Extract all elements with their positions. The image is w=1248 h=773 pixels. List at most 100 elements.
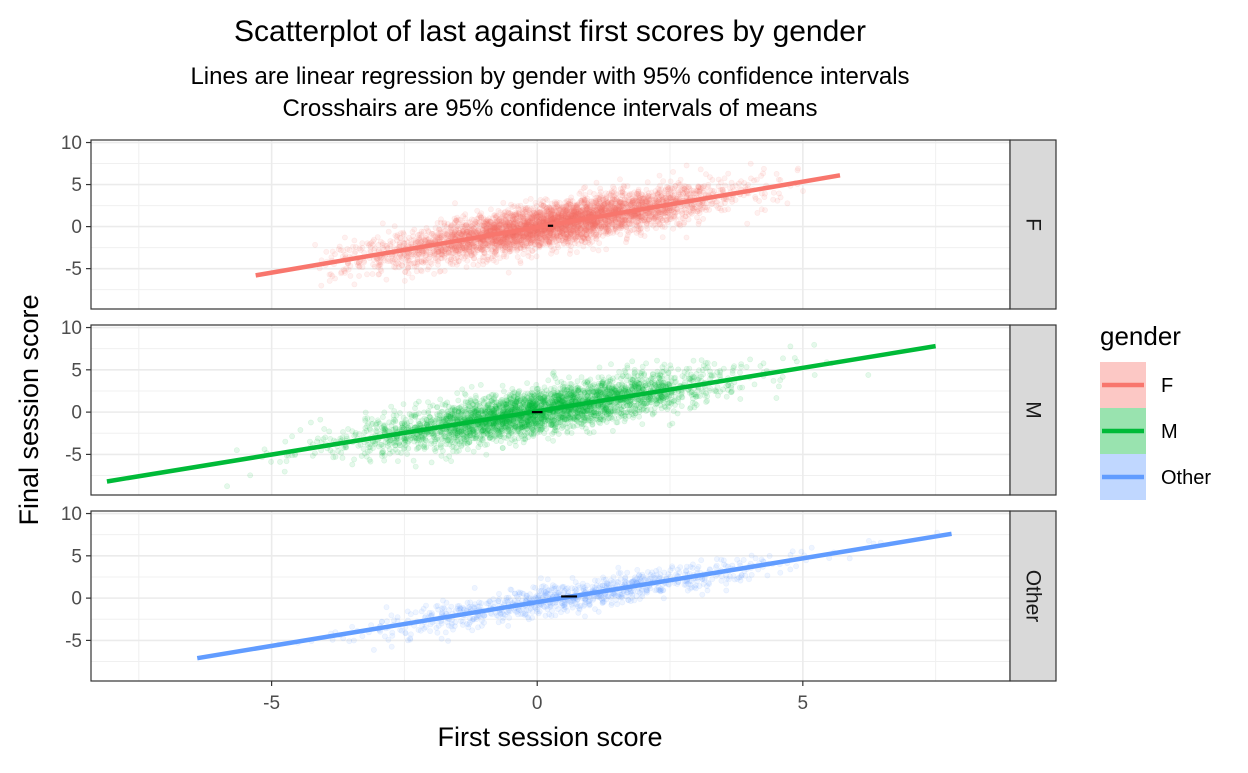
scatter-point <box>502 217 507 222</box>
scatter-point <box>505 243 510 248</box>
scatter-point <box>493 246 498 251</box>
y-tick-label: 0 <box>71 217 82 238</box>
scatter-point <box>435 262 440 267</box>
scatter-point <box>597 226 602 231</box>
scatter-point <box>342 235 347 240</box>
scatter-point <box>494 259 499 264</box>
scatter-point <box>481 262 486 267</box>
y-tick-label: 5 <box>71 175 82 196</box>
scatter-point <box>575 203 580 208</box>
scatter-point <box>406 260 411 265</box>
scatter-point <box>439 453 444 458</box>
scatter-point <box>397 240 402 245</box>
scatter-point <box>534 254 539 259</box>
scatter-point <box>357 264 362 269</box>
scatter-point <box>581 244 586 249</box>
scatter-point <box>529 237 534 242</box>
scatter-point <box>556 245 561 250</box>
scatter-point <box>501 200 506 205</box>
scatter-point <box>438 269 443 274</box>
scatter-point <box>469 224 474 229</box>
scatter-point <box>399 254 404 259</box>
scatter-point <box>412 264 417 269</box>
scatter-point <box>488 220 493 225</box>
scatter-point <box>544 213 549 218</box>
scatter-point <box>707 207 712 212</box>
scatter-point <box>671 226 676 231</box>
scatter-point <box>371 237 376 242</box>
scatter-point <box>645 199 650 204</box>
scatter-point <box>605 226 610 231</box>
scatter-point <box>645 180 650 185</box>
scatter-point <box>380 221 385 226</box>
scatter-point <box>494 215 499 220</box>
scatter-point <box>762 191 767 196</box>
scatter-point <box>594 180 599 185</box>
scatter-point <box>471 449 476 454</box>
scatter-point <box>367 242 372 247</box>
scatter-point <box>424 250 429 255</box>
scatter-point <box>523 199 528 204</box>
scatter-point <box>697 189 702 194</box>
scatter-point <box>657 183 662 188</box>
scatter-point <box>657 173 662 178</box>
scatter-point <box>757 198 762 203</box>
scatter-point <box>491 225 496 230</box>
scatter-point <box>776 384 781 389</box>
scatter-point <box>410 229 415 234</box>
scatter-point <box>678 192 683 197</box>
scatter-point <box>759 173 764 178</box>
scatter-point <box>761 166 766 171</box>
scatter-point <box>429 261 434 266</box>
scatter-point <box>515 254 520 259</box>
scatter-point <box>421 260 426 265</box>
scatter-point <box>546 233 551 238</box>
scatter-point <box>696 221 701 226</box>
scatter-point <box>435 220 440 225</box>
scatter-point <box>433 225 438 230</box>
scatter-point <box>592 223 597 228</box>
scatter-point <box>579 198 584 203</box>
scatter-point <box>638 200 643 205</box>
scatter-point <box>408 238 413 243</box>
scatter-point <box>706 182 711 187</box>
scatter-point <box>486 242 491 247</box>
scatter-point <box>453 260 458 265</box>
scatter-point <box>452 201 457 206</box>
scatter-point <box>565 214 570 219</box>
scatter-point <box>516 207 521 212</box>
scatter-point <box>520 235 525 240</box>
scatter-point <box>370 271 375 276</box>
scatter-point <box>538 241 543 246</box>
scatter-point <box>448 229 453 234</box>
scatter-point <box>419 250 424 255</box>
scatter-point <box>435 249 440 254</box>
scatter-point <box>432 271 437 276</box>
scatter-point <box>599 207 604 212</box>
scatter-point <box>698 167 703 172</box>
scatter-point <box>606 219 611 224</box>
scatter-point <box>533 200 538 205</box>
scatter-point <box>392 224 397 229</box>
scatter-point <box>461 256 466 261</box>
scatter-point <box>500 212 505 217</box>
scatter-point <box>472 256 477 261</box>
chart-subtitle-line-2: Crosshairs are 95% confidence intervals … <box>283 95 818 122</box>
scatter-point <box>452 220 457 225</box>
scatter-point <box>614 197 619 202</box>
scatter-point <box>327 278 332 283</box>
scatter-point <box>668 190 673 195</box>
scatter-point <box>671 169 676 174</box>
scatter-point <box>391 260 396 265</box>
scatter-point <box>686 212 691 217</box>
scatter-point <box>414 269 419 274</box>
scatter-point <box>348 273 353 278</box>
scatter-point <box>636 189 641 194</box>
scatter-point <box>748 161 753 166</box>
scatter-point <box>748 357 753 362</box>
scatter-point <box>401 230 406 235</box>
scatter-point <box>364 272 369 277</box>
scatter-point <box>358 247 363 252</box>
